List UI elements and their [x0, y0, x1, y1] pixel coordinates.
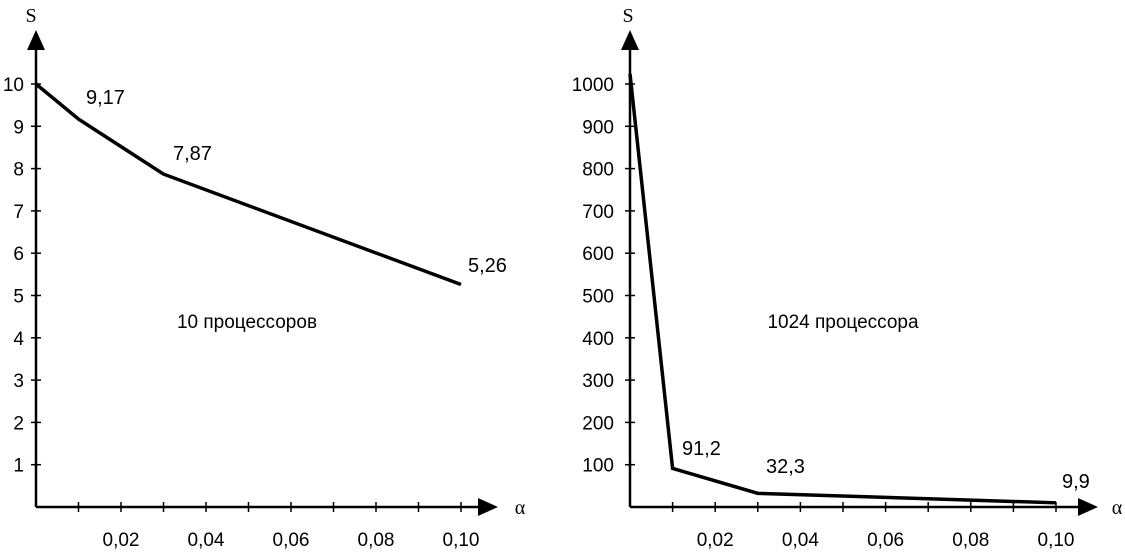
y-tick-label: 10	[3, 75, 24, 96]
x-tick-label: 0,02	[103, 530, 140, 551]
y-tick-label: 2	[13, 413, 24, 434]
x-tick-label: 0,08	[952, 530, 989, 551]
y-tick-label: 9	[13, 117, 24, 138]
x-tick-label: 0,06	[867, 530, 904, 551]
y-tick-label: 400	[582, 329, 614, 350]
x-tick-label: 0,08	[358, 530, 395, 551]
data-label: 32,3	[766, 456, 805, 478]
y-tick-label: 6	[13, 244, 24, 265]
y-tick-label: 900	[582, 117, 614, 138]
y-tick-label: 4	[13, 329, 24, 350]
y-tick-label: 100	[582, 456, 614, 477]
data-label: 9,17	[86, 87, 125, 109]
y-tick-label: 600	[582, 244, 614, 265]
y-tick-label: 500	[582, 287, 614, 308]
chart-annotation: 1024 процессора	[767, 312, 919, 333]
y-tick-label: 700	[582, 202, 614, 223]
x-tick-label: 0,04	[782, 530, 819, 551]
y-axis-label: S	[622, 5, 633, 27]
y-tick-label: 1	[13, 456, 24, 477]
y-tick-label: 200	[582, 413, 614, 434]
y-tick-label: 1000	[572, 75, 614, 96]
y-tick-label: 3	[13, 371, 24, 392]
data-label: 91,2	[682, 438, 721, 460]
x-axis-label: α	[1112, 497, 1123, 519]
x-axis-arrow	[478, 498, 498, 516]
data-label: 9,9	[1062, 471, 1090, 493]
x-tick-label: 0,06	[273, 530, 310, 551]
x-axis-label: α	[515, 497, 526, 519]
chart-1024-processors: Sα 100 200 300 400 500 600 700 800 900 1000 0,02 0,0…	[572, 5, 1123, 551]
y-tick-label: 300	[582, 371, 614, 392]
y-tick-label: 5	[13, 287, 24, 308]
chart-10-processors: Sα 1 2 3 4 5 6 7 8 9 10 0,02 0,04 0,06 0,08 0,10 9,17 7,8…	[3, 5, 526, 551]
series-line	[34, 82, 462, 287]
x-tick-label: 0,10	[443, 530, 480, 551]
y-tick-label: 7	[13, 202, 24, 223]
data-label: 7,87	[173, 143, 212, 165]
y-axis-label: S	[25, 5, 36, 27]
series-line	[628, 73, 1057, 505]
y-axis-arrow	[621, 30, 639, 50]
x-tick-label: 0,02	[697, 530, 734, 551]
y-tick-label: 800	[582, 160, 614, 181]
x-axis-arrow	[1078, 498, 1098, 516]
data-label: 5,26	[468, 255, 507, 277]
chart-annotation: 10 процессоров	[177, 312, 317, 333]
x-tick-label: 0,10	[1038, 530, 1075, 551]
y-axis-arrow	[27, 30, 45, 50]
x-tick-label: 0,04	[188, 530, 225, 551]
y-tick-label: 8	[13, 160, 24, 181]
